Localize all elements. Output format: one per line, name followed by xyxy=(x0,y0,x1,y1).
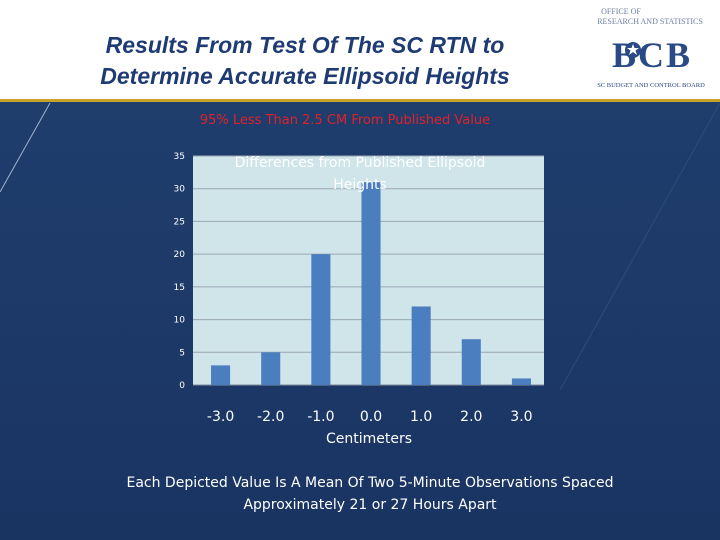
chart-title: Differences from Published Ellipsoid Hei… xyxy=(235,155,486,193)
y-tick-label: 25 xyxy=(174,217,185,227)
y-tick-label: 30 xyxy=(174,185,186,195)
slide-title-line-1: Results From Test Of The SC RTN to xyxy=(105,32,505,58)
x-tick-label: -3.0 xyxy=(207,409,234,425)
logo-mark: BCB xyxy=(612,35,692,75)
title-bar xyxy=(0,0,720,100)
x-tick-label: -1.0 xyxy=(307,409,334,425)
chart-subtitle: 95% Less Than 2.5 CM From Published Valu… xyxy=(199,113,491,128)
chart-caption: Each Depicted Value Is A Mean Of Two 5-M… xyxy=(90,472,650,516)
chart-title-line-1: Differences from Published Ellipsoid xyxy=(235,155,486,171)
y-tick-label: 35 xyxy=(174,152,185,162)
x-tick-label: 3.0 xyxy=(510,409,532,425)
bar-2.0 xyxy=(461,339,481,385)
chart-title-line-2: Heights xyxy=(333,177,387,193)
y-tick-label: 10 xyxy=(174,316,186,326)
bar--2.0 xyxy=(261,352,281,385)
x-tick-label: 2.0 xyxy=(460,409,482,425)
x-tick-label: -2.0 xyxy=(257,409,284,425)
y-tick-label: 0 xyxy=(179,381,185,391)
y-tick-label: 5 xyxy=(179,348,185,358)
x-tick-label: 0.0 xyxy=(360,409,382,425)
brcb-logo: OFFICE OF RESEARCH AND STATISTICS BCB SC… xyxy=(597,7,705,89)
logo-top-line-2: RESEARCH AND STATISTICS xyxy=(597,17,703,26)
decor-line-right xyxy=(559,102,720,391)
palmetto-seal-icon xyxy=(625,42,641,58)
caption-line-2: Approximately 21 or 27 Hours Apart xyxy=(243,497,497,513)
slide-title: Results From Test Of The SC RTN to Deter… xyxy=(30,30,580,92)
y-tick-labels: 0 5 10 15 20 25 30 35 xyxy=(174,152,186,391)
x-tick-labels: -3.0 -2.0 -1.0 0.0 1.0 2.0 3.0 xyxy=(207,409,533,425)
x-tick-label: 1.0 xyxy=(410,409,432,425)
logo-bottom-line: SC BUDGET AND CONTROL BOARD xyxy=(597,82,705,89)
x-axis-label: Centimeters xyxy=(326,431,412,447)
logo-top-line-1: OFFICE OF xyxy=(601,7,641,16)
slide-title-line-2: Determine Accurate Ellipsoid Heights xyxy=(100,63,510,89)
bar-3.0 xyxy=(511,378,531,385)
accent-rule xyxy=(0,99,720,102)
y-tick-label: 20 xyxy=(174,250,186,260)
y-tick-label: 15 xyxy=(174,283,185,293)
decor-line-left xyxy=(0,102,51,193)
bar--3.0 xyxy=(211,365,231,385)
bar-0.0 xyxy=(361,182,381,385)
bar--1.0 xyxy=(311,254,331,385)
bar-1.0 xyxy=(411,306,431,385)
caption-line-1: Each Depicted Value Is A Mean Of Two 5-M… xyxy=(126,475,614,491)
bars xyxy=(211,182,531,385)
